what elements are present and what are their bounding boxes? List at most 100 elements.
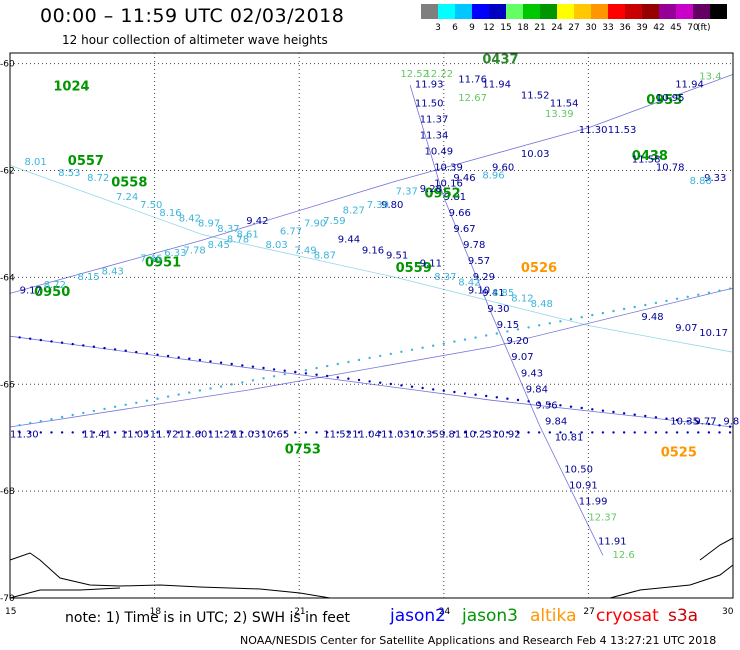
data-point <box>166 395 170 398</box>
color-scale-label: 39 <box>636 23 648 33</box>
color-scale-label: 24 <box>551 23 563 33</box>
lat-label: -60 <box>0 60 15 70</box>
swh-value: 8.37 <box>434 272 456 283</box>
data-point <box>421 431 424 434</box>
swh-value: 11.91 <box>598 537 627 548</box>
color-swatch <box>642 4 659 19</box>
data-point <box>591 313 594 317</box>
coastline <box>9 552 331 599</box>
data-point <box>580 431 583 434</box>
data-point <box>633 431 636 434</box>
swh-value: 8.88 <box>690 176 712 187</box>
data-point <box>50 417 53 421</box>
data-point <box>400 350 403 353</box>
color-swatch <box>472 4 489 19</box>
data-point <box>326 364 329 368</box>
data-point <box>156 431 159 434</box>
data-point <box>251 431 255 434</box>
data-point <box>400 431 403 434</box>
credit-line: NOAA/NESDIS Center for Satellite Applica… <box>240 634 717 647</box>
color-scale-label: 45 <box>670 23 682 33</box>
data-point <box>675 418 679 422</box>
swh-value: 8.12 <box>511 294 533 305</box>
data-point <box>145 399 149 402</box>
color-swatch <box>693 4 710 19</box>
swh-value: 12.52 <box>400 69 429 80</box>
data-point <box>421 346 424 349</box>
data-point <box>389 382 392 386</box>
data-point <box>347 360 350 364</box>
color-scale-label: 6 <box>452 23 458 33</box>
swh-value: 8.85 <box>492 288 514 299</box>
swh-value: 8.15 <box>78 272 100 283</box>
color-swatch <box>574 4 591 19</box>
color-swatch <box>489 4 506 19</box>
swh-value: 11.58 <box>632 155 661 166</box>
swh-value: 11.41 <box>82 430 111 441</box>
color-scale-unit: (ft) <box>697 23 711 33</box>
data-point <box>379 354 382 358</box>
data-point <box>294 370 297 374</box>
data-point <box>60 415 64 419</box>
swh-value: 12.37 <box>588 513 617 524</box>
swh-value: 10.50 <box>564 464 593 475</box>
data-point <box>410 431 414 434</box>
data-point <box>728 431 732 434</box>
data-point <box>113 405 117 408</box>
lat-label: -64 <box>0 273 15 283</box>
data-point <box>548 431 551 434</box>
data-point <box>336 431 339 434</box>
swh-value: 11.03 <box>232 430 261 441</box>
footnote: note: 1) Time is in UTC; 2) SWH is in fe… <box>65 610 351 626</box>
swh-value: 12.67 <box>458 93 487 104</box>
data-point <box>124 349 127 352</box>
data-point <box>230 383 233 386</box>
data-point <box>707 291 711 294</box>
data-point <box>453 390 456 394</box>
swh-value: 9.11 <box>420 259 442 270</box>
data-point <box>463 431 467 434</box>
data-point <box>622 412 626 415</box>
lon-label: 27 <box>583 607 594 617</box>
color-swatch <box>523 4 540 19</box>
pass-time-label: 0557 <box>68 154 104 169</box>
swh-value: 10.03 <box>521 149 550 160</box>
swh-value: 10.39 <box>434 163 463 174</box>
data-point <box>209 431 212 434</box>
swh-value: 9.42 <box>246 216 268 227</box>
data-point <box>198 389 202 392</box>
data-point <box>506 397 509 400</box>
data-point <box>177 393 180 396</box>
lon-label: 15 <box>5 607 16 617</box>
swh-value: 11.53 <box>608 125 637 136</box>
swh-value: 11.37 <box>420 115 449 126</box>
data-point <box>135 350 138 354</box>
swh-value: 10.35 <box>670 416 699 427</box>
data-point <box>622 431 626 434</box>
color-scale-label: 18 <box>517 23 529 33</box>
swh-value: 9.77 <box>694 416 716 427</box>
track-line <box>409 84 604 556</box>
swh-value: 9.41 <box>482 288 504 299</box>
swh-value: 11.60 <box>179 430 208 441</box>
swh-value: 9.84 <box>526 384 548 395</box>
swh-value: 9.16 <box>362 245 384 256</box>
swh-value: 11.52 <box>323 430 352 441</box>
data-point <box>357 431 361 434</box>
swh-value: 9.17 <box>20 285 42 296</box>
page-subtitle: 12 hour collection of altimeter wave hei… <box>62 33 328 47</box>
data-point <box>569 318 573 321</box>
swh-value: 13.4 <box>699 72 721 83</box>
swh-value: 9.33 <box>704 173 726 184</box>
data-point <box>633 413 636 416</box>
swh-value: 11.30 <box>10 430 39 441</box>
swh-value: 9.07 <box>511 352 533 363</box>
swh-value: 10.95 <box>656 93 685 104</box>
track-line <box>9 164 734 353</box>
lat-label: -70 <box>0 594 15 604</box>
track-line <box>9 74 734 294</box>
data-point <box>166 431 170 434</box>
color-scale-label: 42 <box>653 23 665 33</box>
data-point <box>538 324 541 327</box>
data-point <box>357 378 361 382</box>
